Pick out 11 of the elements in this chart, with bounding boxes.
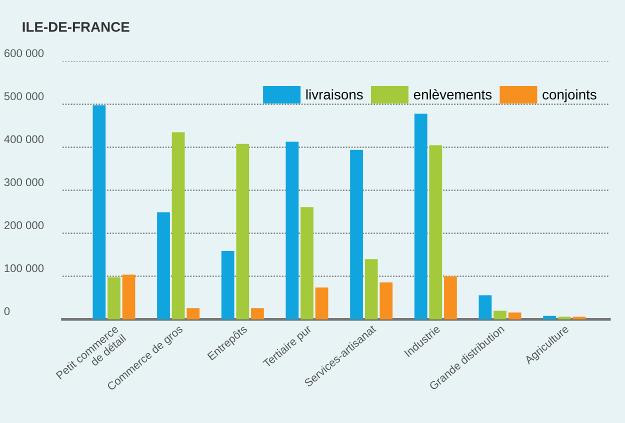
- legend-label: conjoints: [542, 89, 596, 102]
- y-tick-label: 600 000: [4, 49, 44, 58]
- legend-label: enlèvements: [414, 89, 492, 100]
- y-tick-label: 200 000: [4, 221, 44, 230]
- y-tick-label: 500 000: [4, 92, 44, 100]
- y-tick-label: 400 000: [4, 135, 44, 144]
- y-tick-label: 300 000: [4, 178, 44, 186]
- y-tick-label: 0: [4, 307, 10, 316]
- y-tick-label: 100 000: [4, 264, 44, 272]
- legend-label: livraisons: [306, 89, 363, 100]
- chart-title: ILE-DE-FRANCE: [22, 22, 130, 32]
